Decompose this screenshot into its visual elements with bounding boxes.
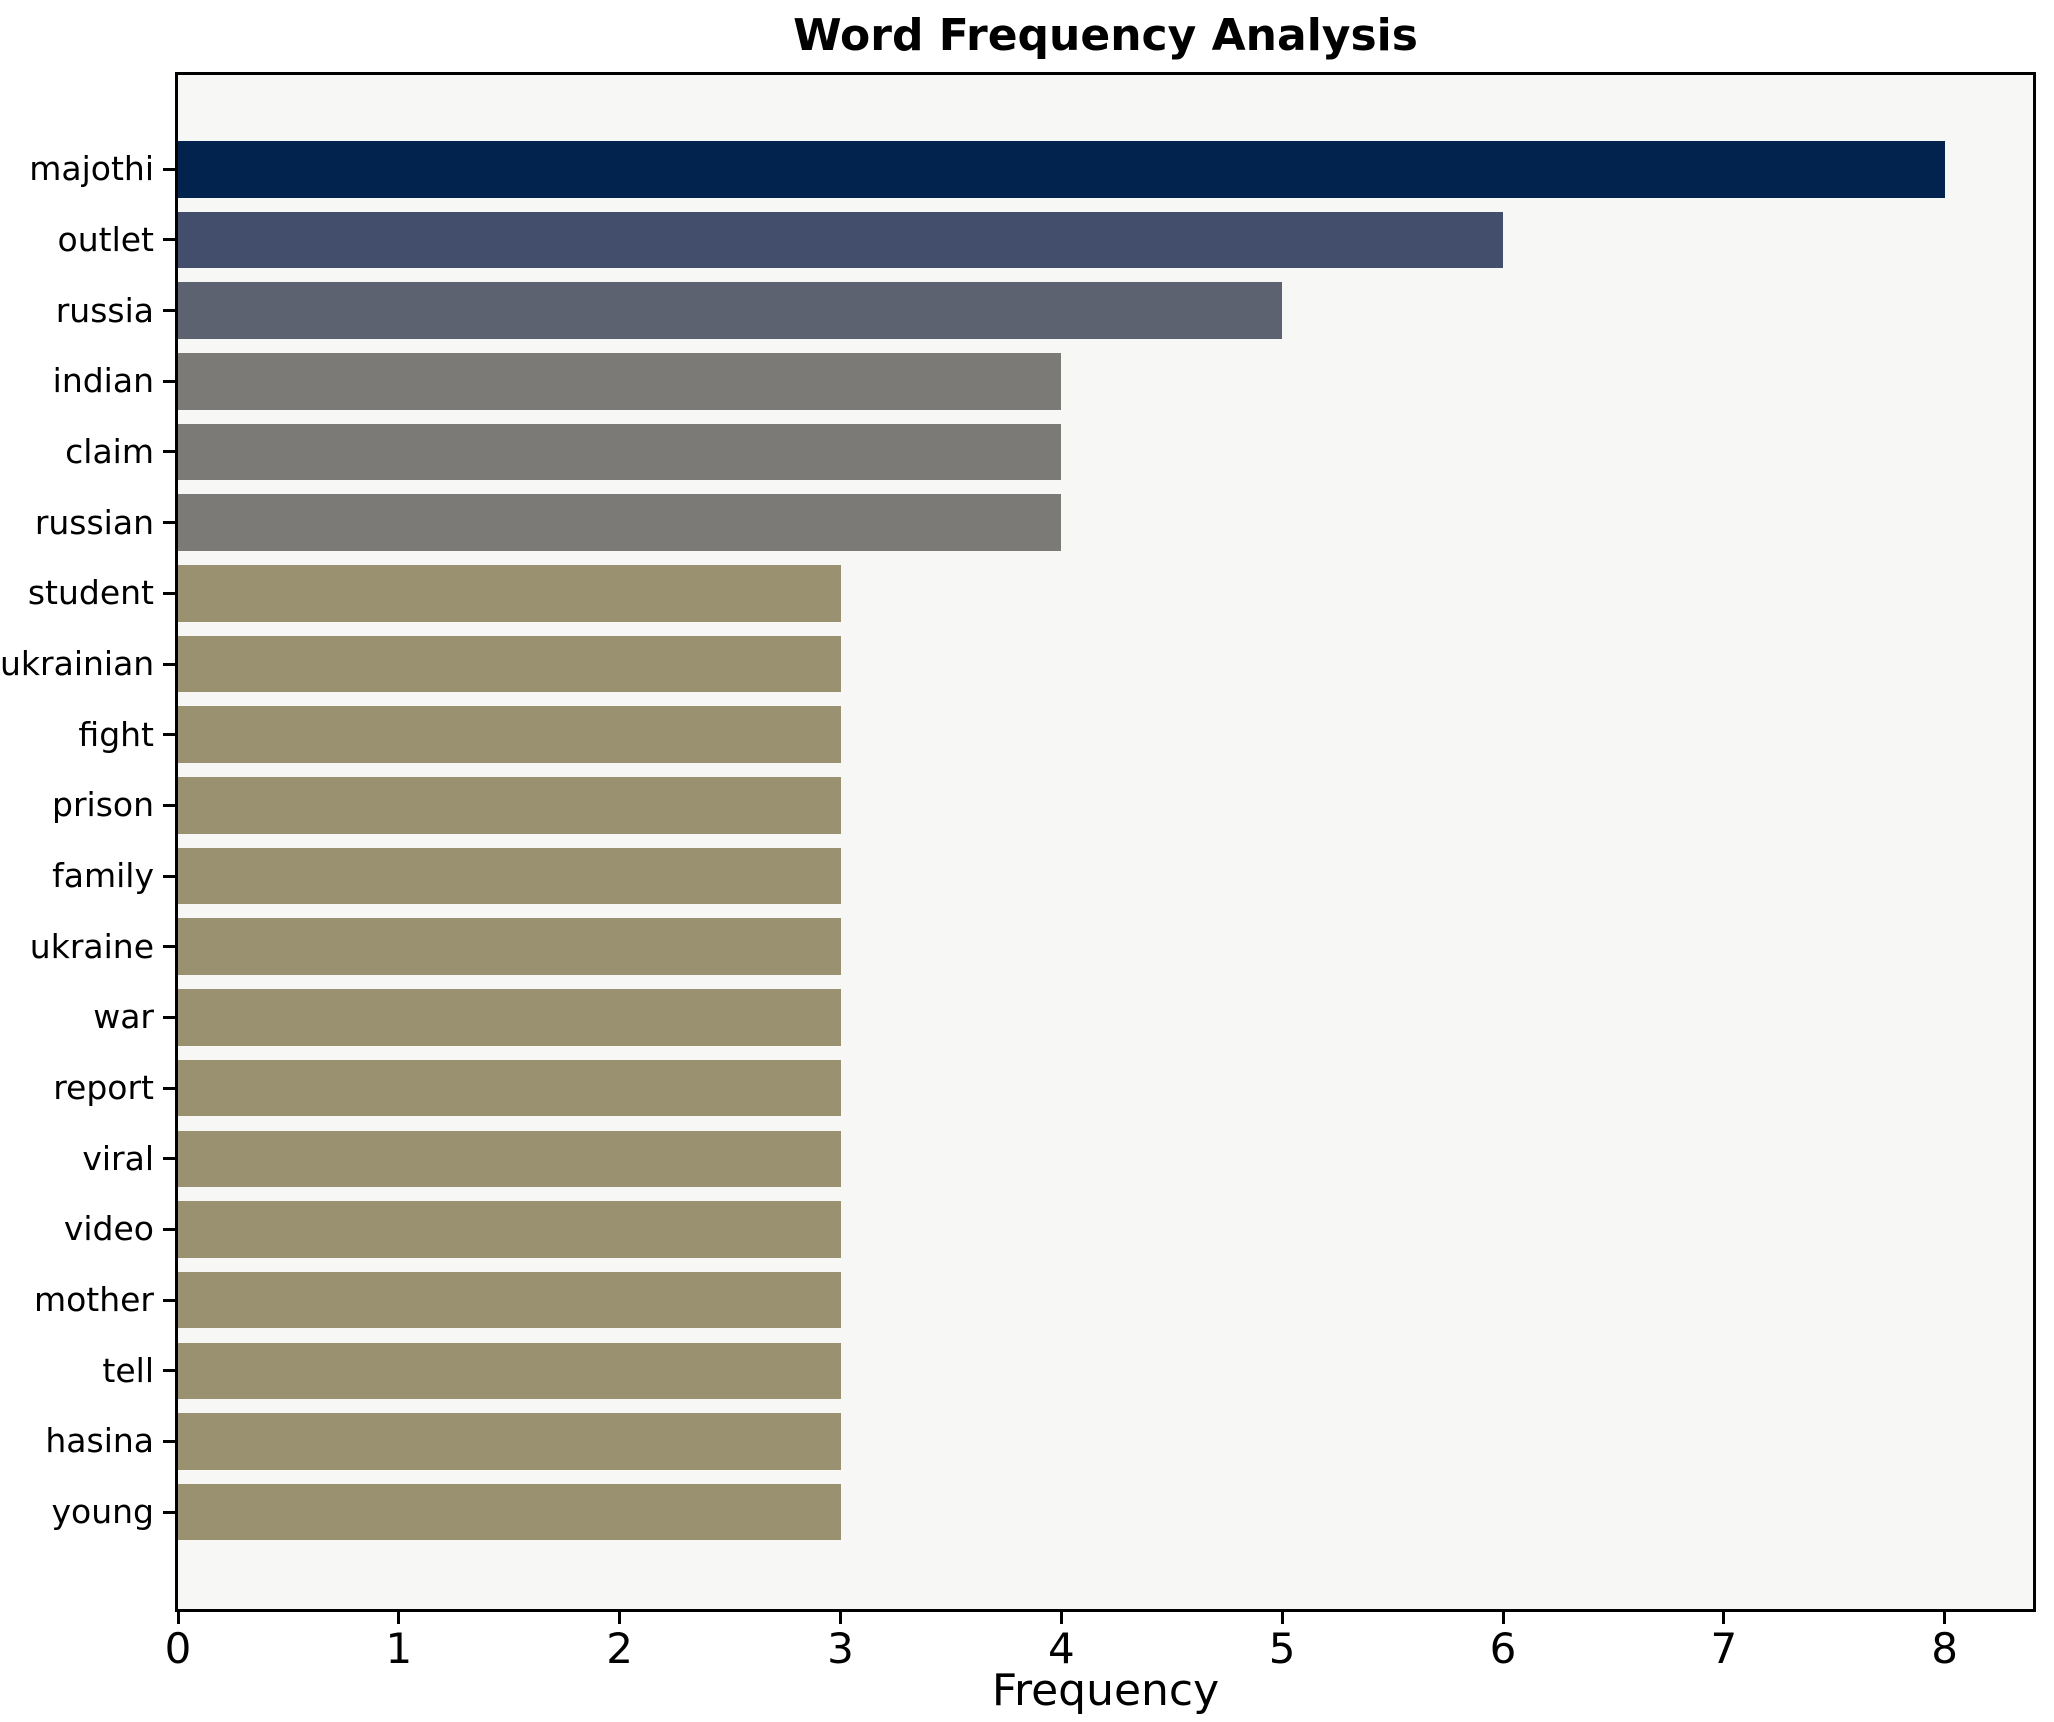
bar-majothi: [178, 141, 1945, 198]
x-tick-mark: [397, 1612, 401, 1624]
y-tick-mark: [163, 450, 175, 454]
y-tick-mark: [163, 1157, 175, 1161]
bar-young: [178, 1483, 841, 1541]
bar-video: [178, 1201, 841, 1258]
y-tick-label-indian: indian: [52, 361, 154, 401]
y-tick-mark: [163, 309, 175, 313]
bar-ukrainian: [178, 635, 841, 693]
x-tick-label-7: 7: [1710, 1624, 1738, 1673]
bar-viral: [178, 1130, 841, 1188]
bar-russia: [178, 282, 1283, 339]
x-tick-label-5: 5: [1268, 1624, 1296, 1673]
y-tick-label-hasina: hasina: [45, 1421, 154, 1461]
x-tick-mark: [618, 1612, 622, 1624]
y-tick-label-russia: russia: [55, 290, 154, 330]
y-tick-mark: [163, 803, 175, 807]
y-tick-mark: [163, 1015, 175, 1019]
bar-outlet: [178, 211, 1503, 269]
y-tick-label-ukraine: ukraine: [29, 926, 154, 966]
x-tick-mark: [1943, 1612, 1947, 1624]
x-tick-label-2: 2: [606, 1624, 634, 1673]
y-tick-mark: [163, 521, 175, 525]
chart-title: Word Frequency Analysis: [793, 10, 1418, 61]
x-tick-label-0: 0: [164, 1624, 192, 1673]
bar-fight: [178, 706, 841, 763]
y-tick-mark: [163, 874, 175, 878]
y-tick-label-tell: tell: [102, 1350, 154, 1390]
x-tick-mark: [1501, 1612, 1505, 1624]
x-tick-mark: [176, 1612, 180, 1624]
y-tick-mark: [163, 238, 175, 242]
y-tick-label-claim: claim: [65, 431, 154, 471]
bar-family: [178, 847, 841, 905]
x-tick-label-6: 6: [1489, 1624, 1517, 1673]
y-tick-mark: [163, 1439, 175, 1443]
x-axis-label: Frequency: [991, 1665, 1220, 1716]
y-tick-mark: [163, 945, 175, 949]
y-tick-label-report: report: [53, 1068, 154, 1108]
y-tick-label-mother: mother: [33, 1280, 154, 1320]
bar-report: [178, 1059, 841, 1117]
plot-area: [175, 72, 2036, 1612]
y-tick-mark: [163, 662, 175, 666]
y-tick-label-outlet: outlet: [57, 219, 154, 259]
x-tick-mark: [1722, 1612, 1726, 1624]
bar-prison: [178, 777, 841, 834]
x-tick-label-1: 1: [385, 1624, 413, 1673]
x-tick-mark: [839, 1612, 842, 1624]
bar-tell: [178, 1342, 841, 1400]
y-tick-mark: [163, 1369, 175, 1373]
x-tick-label-4: 4: [1047, 1624, 1075, 1673]
bar-hasina: [178, 1413, 841, 1470]
x-tick-label-3: 3: [827, 1624, 854, 1673]
bar-claim: [178, 423, 1062, 481]
y-tick-mark: [163, 379, 175, 383]
bar-war: [178, 989, 841, 1046]
y-tick-mark: [163, 1298, 175, 1302]
bar-indian: [178, 353, 1062, 410]
y-tick-mark: [163, 1510, 175, 1514]
y-tick-label-viral: viral: [82, 1138, 154, 1178]
y-tick-mark: [163, 591, 175, 595]
y-tick-mark: [163, 733, 175, 737]
y-tick-label-family: family: [52, 856, 154, 896]
x-tick-mark: [1280, 1612, 1284, 1624]
y-tick-mark: [163, 1086, 175, 1090]
bar-russian: [178, 494, 1062, 551]
bar-mother: [178, 1271, 841, 1329]
y-tick-label-young: young: [51, 1492, 155, 1532]
y-tick-label-ukrainian: ukrainian: [0, 644, 155, 683]
bar-ukraine: [178, 918, 841, 975]
x-tick-label-8: 8: [1931, 1624, 1959, 1673]
y-tick-label-prison: prison: [52, 785, 154, 825]
y-tick-label-war: war: [93, 997, 154, 1037]
y-tick-mark: [163, 167, 175, 171]
y-tick-label-majothi: majothi: [29, 149, 154, 189]
y-tick-label-video: video: [63, 1209, 154, 1249]
y-tick-label-student: student: [27, 573, 154, 613]
bar-student: [178, 565, 841, 622]
y-tick-label-russian: russian: [34, 502, 154, 542]
y-tick-label-fight: fight: [78, 714, 154, 754]
x-tick-mark: [1059, 1612, 1063, 1624]
y-tick-mark: [163, 1227, 175, 1231]
